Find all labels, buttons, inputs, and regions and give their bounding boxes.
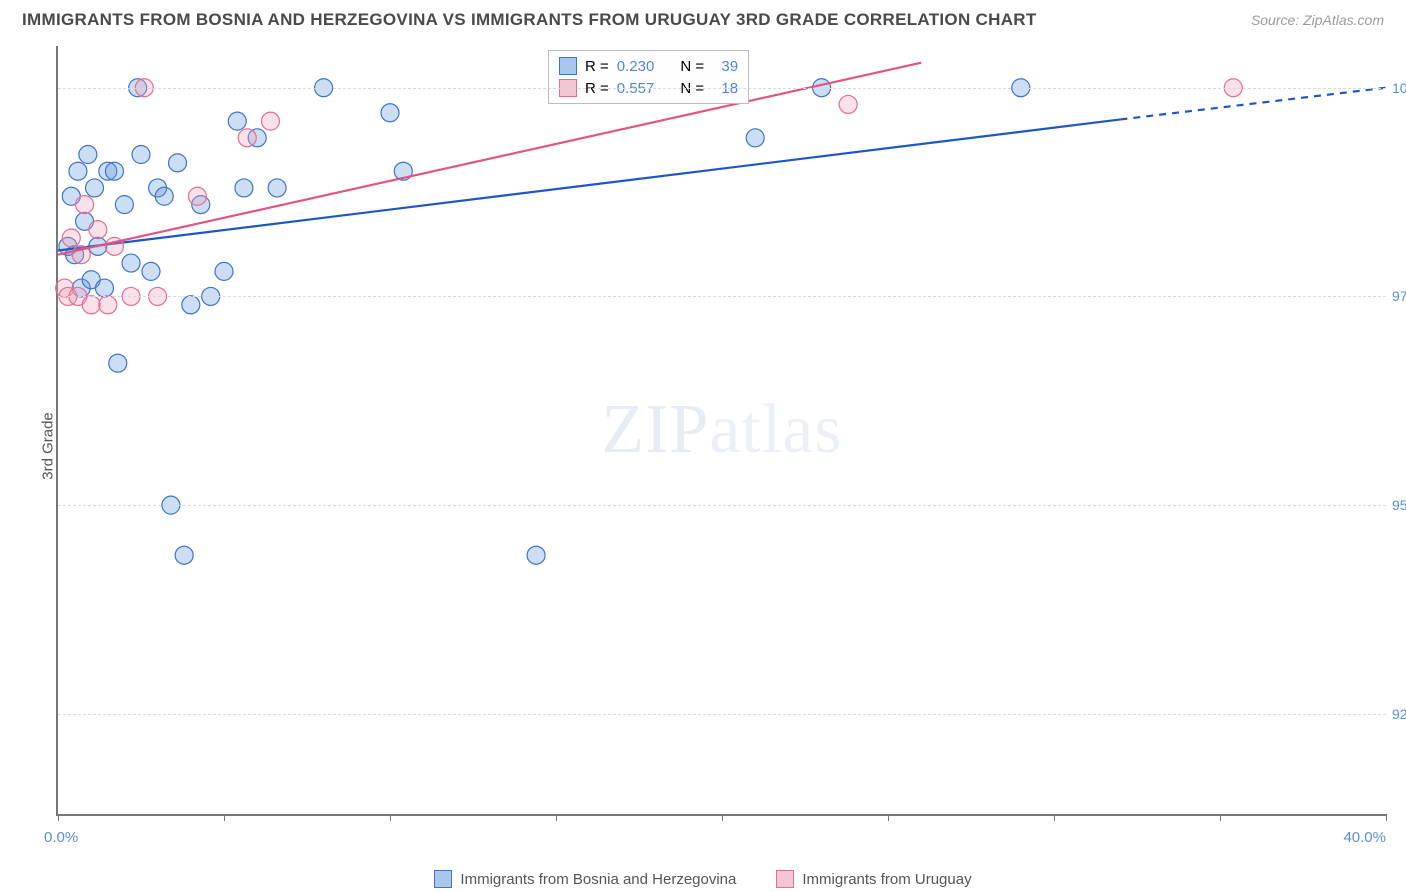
scatter-point <box>182 296 200 314</box>
scatter-point <box>132 146 150 164</box>
y-tick-label: 100.0% <box>1392 80 1406 96</box>
y-tick-label: 95.0% <box>1392 497 1406 513</box>
scatter-point <box>188 187 206 205</box>
scatter-point <box>235 179 253 197</box>
y-tick-label: 92.5% <box>1392 706 1406 722</box>
r-label: R = <box>585 58 609 75</box>
trend-line <box>58 119 1120 250</box>
scatter-point <box>79 146 97 164</box>
trend-line <box>58 63 921 255</box>
scatter-point <box>105 162 123 180</box>
x-tick <box>390 814 391 821</box>
n-label: N = <box>680 58 704 75</box>
plot-area: ZIPatlas R =0.230N =39R =0.557N =18 92.5… <box>56 46 1386 816</box>
scatter-point <box>76 196 94 214</box>
trend-line-dashed <box>1120 88 1386 120</box>
scatter-point <box>122 254 140 272</box>
chart-title: IMMIGRANTS FROM BOSNIA AND HERZEGOVINA V… <box>22 10 1037 30</box>
scatter-point <box>89 221 107 239</box>
x-tick <box>58 814 59 821</box>
chart-svg <box>58 46 1386 814</box>
scatter-point <box>839 95 857 113</box>
gridline-h <box>58 714 1386 715</box>
series-swatch <box>559 57 577 75</box>
scatter-point <box>175 546 193 564</box>
scatter-point <box>228 112 246 130</box>
stats-row: R = 0.230 N = 39 <box>559 55 738 77</box>
x-tick <box>722 814 723 821</box>
scatter-point <box>142 262 160 280</box>
scatter-point <box>82 296 100 314</box>
legend-swatch <box>434 870 452 888</box>
scatter-point <box>169 154 187 172</box>
r-value: 0.230 <box>617 58 655 75</box>
x-axis-start-label: 0.0% <box>44 829 78 846</box>
scatter-point <box>527 546 545 564</box>
scatter-point <box>261 112 279 130</box>
x-tick <box>1054 814 1055 821</box>
x-axis-end-label: 40.0% <box>1343 829 1386 846</box>
scatter-point <box>109 354 127 372</box>
x-tick <box>224 814 225 821</box>
legend-item: Immigrants from Uruguay <box>776 870 971 888</box>
gridline-h <box>58 88 1386 89</box>
legend-label: Immigrants from Uruguay <box>802 871 971 888</box>
scatter-point <box>215 262 233 280</box>
scatter-point <box>238 129 256 147</box>
scatter-point <box>381 104 399 122</box>
gridline-h <box>58 505 1386 506</box>
y-tick-label: 97.5% <box>1392 288 1406 304</box>
scatter-point <box>99 296 117 314</box>
stats-legend-box: R =0.230N =39R =0.557N =18 <box>548 50 749 104</box>
scatter-point <box>155 187 173 205</box>
scatter-point <box>62 229 80 247</box>
legend-item: Immigrants from Bosnia and Herzegovina <box>434 870 736 888</box>
x-tick <box>1386 814 1387 821</box>
scatter-point <box>86 179 104 197</box>
n-value: 39 <box>712 58 738 75</box>
scatter-point <box>115 196 133 214</box>
x-tick <box>888 814 889 821</box>
scatter-point <box>95 279 113 297</box>
scatter-point <box>69 162 87 180</box>
plot-wrap: ZIPatlas R =0.230N =39R =0.557N =18 92.5… <box>56 46 1386 816</box>
y-axis-label: 3rd Grade <box>39 412 56 480</box>
x-tick <box>1220 814 1221 821</box>
legend-swatch <box>776 870 794 888</box>
source-attribution: Source: ZipAtlas.com <box>1251 12 1384 28</box>
scatter-point <box>268 179 286 197</box>
x-tick <box>556 814 557 821</box>
bottom-legend: Immigrants from Bosnia and Herzegovina Im… <box>0 870 1406 888</box>
legend-label: Immigrants from Bosnia and Herzegovina <box>460 871 736 888</box>
scatter-point <box>746 129 764 147</box>
gridline-h <box>58 296 1386 297</box>
